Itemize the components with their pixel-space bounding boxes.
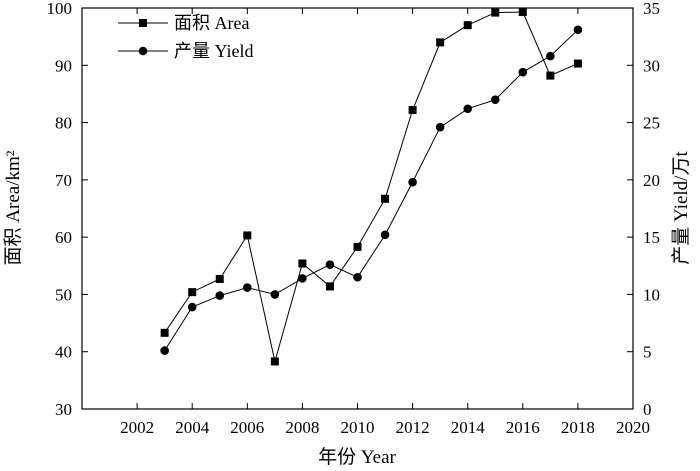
yield-data-point: [243, 283, 252, 292]
area-data-point: [518, 8, 527, 17]
right-y-tick-label: 25: [643, 114, 660, 133]
series-layer: [160, 8, 583, 366]
yield-data-point: [298, 274, 307, 283]
area-data-point: [160, 328, 169, 337]
x-axis-title: 年份 Year: [318, 446, 396, 468]
x-tick-label: 2004: [175, 418, 210, 437]
right-y-tick-label: 35: [643, 0, 660, 18]
area-data-point: [353, 242, 362, 251]
x-tick-label: 2012: [396, 418, 430, 437]
yield-legend-marker: [138, 46, 148, 56]
yield-data-point: [546, 51, 555, 61]
right-y-axis-title: 产量 Yield/万t: [670, 151, 692, 265]
area-data-point: [463, 21, 472, 30]
area-data-point: [215, 274, 224, 283]
right-y-tick-label: 15: [643, 228, 660, 247]
left-y-tick-label: 60: [55, 228, 72, 247]
left-y-tick-label: 30: [55, 400, 72, 419]
area-data-point: [408, 105, 417, 114]
area-data-point: [243, 231, 252, 240]
right-y-tick-label: 5: [643, 343, 652, 362]
yield-data-point: [353, 272, 362, 282]
left-y-tick-label: 50: [55, 285, 72, 304]
left-y-tick-label: 40: [55, 343, 72, 362]
yield-data-point: [435, 122, 445, 132]
legend: 面积 Area 产量 Yield: [118, 13, 254, 61]
area-data-point: [381, 194, 390, 203]
x-tick-label: 2014: [451, 418, 486, 437]
x-tick-label: 2016: [506, 418, 540, 437]
x-tick-label: 2006: [230, 418, 264, 437]
yield-data-point: [490, 95, 500, 104]
area-data-point: [325, 282, 334, 291]
yield-data-point: [270, 290, 280, 299]
left-y-tick-label: 100: [47, 0, 73, 18]
area-data-point: [436, 38, 445, 47]
x-tick-label: 2010: [341, 418, 375, 437]
left-y-tick-label: 90: [55, 56, 72, 75]
area-data-point: [188, 288, 197, 297]
left-y-axis-title: 面积 Area/km²: [2, 150, 24, 265]
right-y-tick-label: 20: [643, 171, 660, 190]
right-y-tick-label: 10: [643, 285, 660, 304]
axes-layer: 2002 2004 2006 2008 2010 2012 2014 2016 2018 2020…: [47, 0, 661, 437]
x-tick-label: 2018: [561, 418, 595, 437]
yield-data-point: [573, 25, 583, 35]
yield-data-point: [463, 104, 473, 114]
yield-data-point: [325, 260, 335, 269]
yield-series-line: [164, 29, 579, 351]
area-data-point: [270, 357, 279, 366]
area-legend-label: 面积 Area: [174, 13, 249, 33]
right-y-tick-label: 30: [643, 56, 660, 75]
area-series-line: [164, 11, 579, 362]
yield-data-point: [380, 230, 390, 240]
yield-data-point: [408, 177, 417, 187]
area-data-point: [573, 59, 582, 68]
yield-data-point: [187, 302, 197, 312]
x-tick-label: 2020: [616, 418, 650, 437]
yield-data-point: [518, 67, 528, 77]
area-data-point: [491, 8, 500, 17]
yield-data-point: [215, 291, 225, 300]
area-legend-marker: [139, 19, 147, 27]
yield-data-point: [160, 346, 169, 355]
area-data-point: [298, 259, 307, 268]
right-y-tick-label: 0: [643, 400, 652, 419]
area-data-point: [546, 71, 555, 80]
left-y-tick-label: 80: [55, 114, 72, 133]
x-tick-label: 2008: [285, 418, 319, 437]
yield-legend-label: 产量 Yield: [174, 41, 254, 61]
left-y-tick-label: 70: [55, 171, 72, 190]
x-tick-label: 2002: [120, 418, 154, 437]
